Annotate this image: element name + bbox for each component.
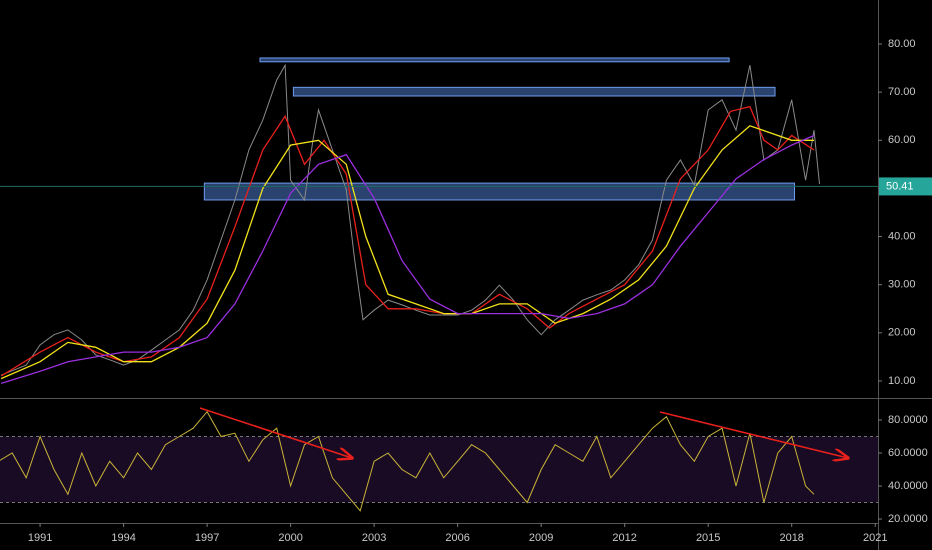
x-tick-label: 2009 xyxy=(529,532,553,544)
y-tick-label: 20.00 xyxy=(888,327,916,339)
series-line xyxy=(0,63,820,376)
x-tick-label: 1994 xyxy=(111,532,135,544)
x-tick-label: 1997 xyxy=(195,532,219,544)
x-tick-label: 2018 xyxy=(779,532,803,544)
y-tick-label: 20.0000 xyxy=(888,513,928,525)
plot-layer xyxy=(0,57,878,512)
y-tick-label: 70.00 xyxy=(888,86,916,98)
last-value-box xyxy=(879,177,932,196)
x-tick-label: 2000 xyxy=(278,532,302,544)
series-line xyxy=(0,134,815,385)
x-tick-label: 2012 xyxy=(612,532,636,544)
series-line xyxy=(0,125,814,380)
trend-arrow xyxy=(199,407,352,458)
series-line xyxy=(0,410,815,512)
y-tick-label: 60.0000 xyxy=(888,447,928,459)
y-tick-label: 80.00 xyxy=(888,38,916,50)
y-tick-label: 40.00 xyxy=(888,230,916,242)
x-tick-label: 2021 xyxy=(863,532,887,544)
price-zone xyxy=(259,57,730,63)
x-tick-label: 2015 xyxy=(696,532,720,544)
trend-arrow xyxy=(659,411,848,458)
x-tick-label: 2006 xyxy=(445,532,469,544)
y-tick-label: 60.00 xyxy=(888,134,916,146)
price-zone xyxy=(292,86,776,97)
y-tick-label: 30.00 xyxy=(888,279,916,291)
x-tick-label: 1991 xyxy=(28,532,52,544)
y-tick-label: 10.00 xyxy=(888,375,916,387)
y-tick-label: 80.0000 xyxy=(888,414,928,426)
series-line xyxy=(0,105,815,377)
last-value-label: 50.41 xyxy=(886,180,914,192)
y-tick-label: 40.0000 xyxy=(888,480,928,492)
x-tick-label: 2003 xyxy=(362,532,386,544)
